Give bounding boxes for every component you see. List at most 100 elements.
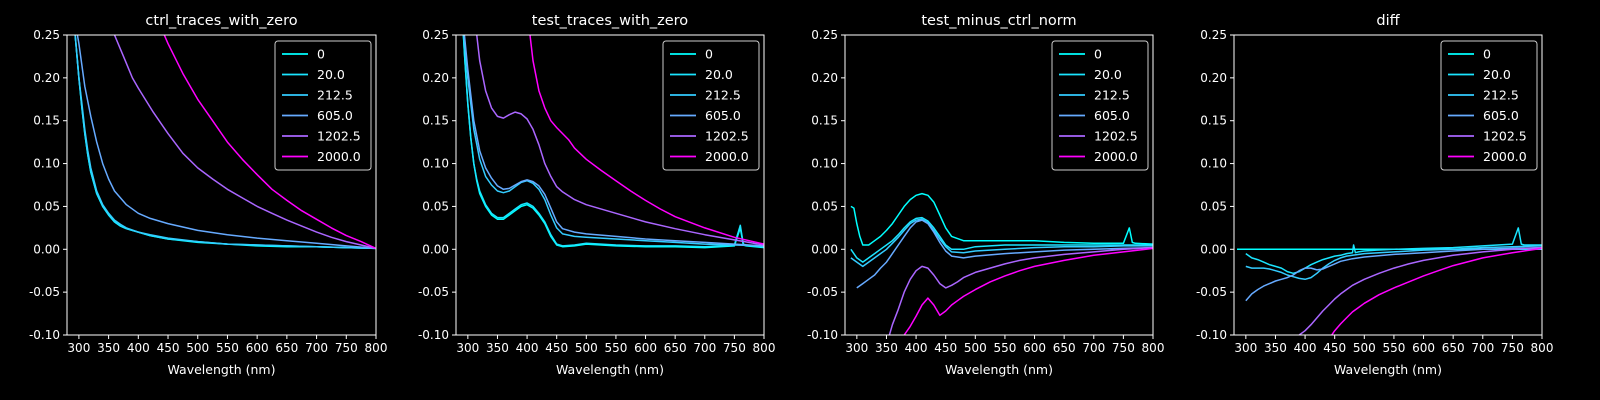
x-axis-label: Wavelength (nm) bbox=[1334, 362, 1442, 377]
x-tick-label: 750 bbox=[1501, 341, 1524, 355]
series-line-605.0 bbox=[856, 219, 1153, 289]
x-tick-label: 450 bbox=[545, 341, 568, 355]
series-line-605.0 bbox=[1245, 246, 1542, 302]
chart-title: test_traces_with_zero bbox=[532, 13, 689, 29]
legend-box bbox=[274, 40, 372, 171]
chart-panel-3: test_minus_ctrl_norm 300 350 400 450 500 550 60… bbox=[807, 13, 1165, 377]
x-tick-label: 550 bbox=[993, 341, 1016, 355]
y-tick-label: -0.10 bbox=[418, 328, 449, 342]
x-tick-label: 400 bbox=[905, 341, 928, 355]
legend-entry: 605.0 bbox=[705, 108, 741, 123]
y-tick-label: 0.10 bbox=[422, 157, 449, 171]
x-tick-label: 450 bbox=[157, 341, 180, 355]
legend: 0 20.0 212.5 605.0 1202.5 2000.0 bbox=[1440, 40, 1538, 171]
series-line-605.0 bbox=[76, 35, 376, 250]
x-tick-label: 500 bbox=[1353, 341, 1376, 355]
series-line-20.0 bbox=[1245, 227, 1542, 275]
y-tick-label: 0.10 bbox=[1200, 157, 1227, 171]
x-tick-label: 300 bbox=[845, 341, 868, 355]
x-axis-label: Wavelength (nm) bbox=[556, 362, 664, 377]
series-line-20.0 bbox=[462, 35, 764, 248]
x-tick-label: 750 bbox=[1112, 341, 1135, 355]
x-tick-label: 400 bbox=[1294, 341, 1317, 355]
x-tick-label: 800 bbox=[1531, 341, 1554, 355]
series-line-2000.0 bbox=[903, 247, 1153, 335]
series-line-2000.0 bbox=[529, 35, 764, 245]
axes-frame bbox=[844, 34, 1154, 336]
x-tick-label: 800 bbox=[1142, 341, 1165, 355]
x-tick-label: 550 bbox=[1382, 341, 1405, 355]
y-tick-label: 0.10 bbox=[33, 157, 60, 171]
legend-entry: 212.5 bbox=[705, 88, 741, 103]
x-tick-label: 700 bbox=[693, 341, 716, 355]
legend-entry: 0 bbox=[705, 47, 713, 62]
chart-title: test_minus_ctrl_norm bbox=[921, 13, 1076, 29]
legend: 0 20.0 212.5 605.0 1202.5 2000.0 bbox=[274, 40, 372, 171]
y-tick-label: 0.15 bbox=[422, 114, 449, 128]
legend-box bbox=[662, 40, 760, 171]
y-tick-label: 0.00 bbox=[422, 242, 449, 256]
legend-entry: 605.0 bbox=[1483, 108, 1519, 123]
y-tick-label: 0.00 bbox=[33, 242, 60, 256]
chart-panel-1: ctrl_traces_with_zero 300 350 400 450 500 550 6… bbox=[29, 13, 388, 377]
legend-entry: 2000.0 bbox=[705, 149, 749, 164]
x-tick-label: 350 bbox=[486, 341, 509, 355]
x-tick-label: 350 bbox=[97, 341, 120, 355]
axes-frame bbox=[1233, 34, 1543, 336]
x-tick-label: 650 bbox=[1442, 341, 1465, 355]
legend-entry: 0 bbox=[317, 47, 325, 62]
x-tick-label: 550 bbox=[216, 341, 239, 355]
x-tick-label: 600 bbox=[246, 341, 269, 355]
y-tick-label: -0.10 bbox=[807, 328, 838, 342]
y-tick-label: 0.10 bbox=[811, 157, 838, 171]
x-tick-label: 700 bbox=[1471, 341, 1494, 355]
x-tick-label: 300 bbox=[1234, 341, 1257, 355]
chart-panel-4: diff 300 350 400 450 500 550 600 650 700 750 800 -0.… bbox=[1196, 13, 1554, 377]
x-tick-label: 400 bbox=[127, 341, 150, 355]
legend-entry: 20.0 bbox=[1094, 67, 1122, 82]
x-tick-label: 600 bbox=[1023, 341, 1046, 355]
x-tick-label: 300 bbox=[67, 341, 90, 355]
x-tick-label: 650 bbox=[664, 341, 687, 355]
x-axis-label: Wavelength (nm) bbox=[945, 362, 1053, 377]
y-tick-label: -0.05 bbox=[418, 285, 449, 299]
series-line-0 bbox=[850, 192, 1153, 246]
y-tick-label: 0.00 bbox=[811, 242, 838, 256]
y-tick-label: 0.20 bbox=[33, 71, 60, 85]
series-lines bbox=[850, 192, 1153, 335]
series-lines bbox=[1237, 227, 1542, 335]
x-tick-label: 450 bbox=[934, 341, 957, 355]
legend-entry: 605.0 bbox=[317, 108, 353, 123]
y-tick-label: -0.05 bbox=[1196, 285, 1227, 299]
legend-box bbox=[1440, 40, 1538, 171]
legend-entry: 2000.0 bbox=[317, 149, 361, 164]
legend-entry: 20.0 bbox=[317, 67, 345, 82]
x-tick-label: 750 bbox=[335, 341, 358, 355]
x-axis-label: Wavelength (nm) bbox=[168, 362, 276, 377]
y-tick-label: -0.05 bbox=[807, 285, 838, 299]
legend-entry: 212.5 bbox=[1094, 88, 1130, 103]
x-tick-label: 650 bbox=[275, 341, 298, 355]
y-tick-label: -0.10 bbox=[1196, 328, 1227, 342]
series-line-605.0 bbox=[463, 35, 764, 247]
x-tick-label: 500 bbox=[186, 341, 209, 355]
chart-panel-2: test_traces_with_zero 300 350 400 450 500 550 6… bbox=[418, 13, 776, 377]
series-line-1202.5 bbox=[1298, 246, 1542, 335]
y-tick-label: 0.25 bbox=[811, 28, 838, 42]
series-line-20.0 bbox=[850, 216, 1153, 263]
legend-entry: 1202.5 bbox=[317, 129, 361, 144]
legend-entry: 212.5 bbox=[1483, 88, 1519, 103]
legend-entry: 2000.0 bbox=[1094, 149, 1138, 164]
y-tick-label: 0.20 bbox=[422, 71, 449, 85]
y-tick-label: 0.25 bbox=[1200, 28, 1227, 42]
y-tick-label: 0.20 bbox=[1200, 71, 1227, 85]
x-tick-label: 350 bbox=[875, 341, 898, 355]
y-tick-label: 0.05 bbox=[33, 199, 60, 213]
axes-frame bbox=[455, 34, 765, 336]
y-tick-label: 0.05 bbox=[811, 199, 838, 213]
series-lines bbox=[462, 35, 764, 249]
series-line-212.5 bbox=[74, 35, 376, 250]
y-tick-label: 0.15 bbox=[33, 114, 60, 128]
series-line-212.5 bbox=[1245, 245, 1542, 281]
